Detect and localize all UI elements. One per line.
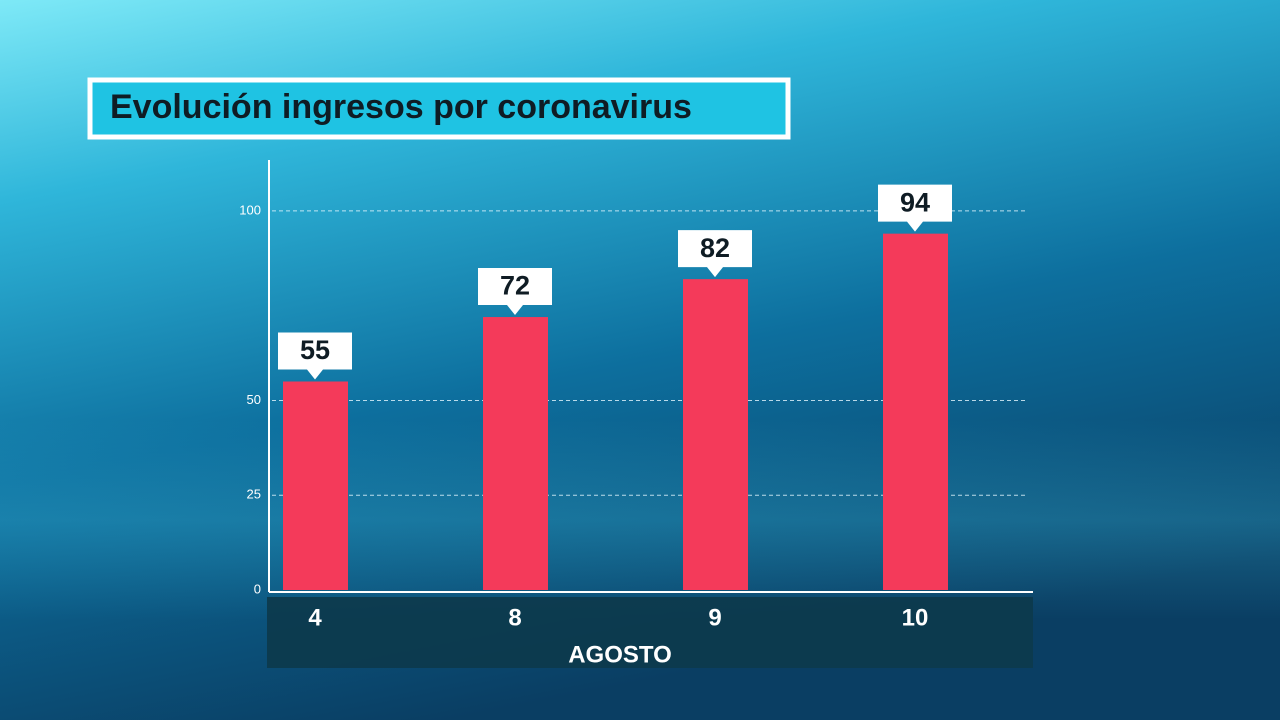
value-label: 72 xyxy=(500,271,530,301)
value-label: 94 xyxy=(900,187,930,217)
value-label-box xyxy=(478,268,552,316)
bar xyxy=(683,279,748,590)
value-label-box xyxy=(678,230,752,278)
chart-title: Evolución ingresos por coronavirus xyxy=(110,88,692,126)
x-axis-band xyxy=(267,597,1033,668)
background-glow xyxy=(0,420,1280,620)
bar xyxy=(883,233,948,590)
x-tick-label: 10 xyxy=(902,604,929,631)
y-tick-label: 100 xyxy=(239,202,261,217)
value-label: 55 xyxy=(300,335,330,365)
bar xyxy=(483,317,548,590)
value-label-box xyxy=(278,332,352,380)
y-tick-label: 25 xyxy=(247,487,261,502)
x-axis-title: AGOSTO xyxy=(568,641,672,668)
value-label-box xyxy=(878,184,952,232)
y-tick-label: 50 xyxy=(247,392,261,407)
value-label: 82 xyxy=(700,233,730,263)
bar xyxy=(283,381,348,590)
x-tick-label: 8 xyxy=(508,604,521,631)
title-box xyxy=(87,77,791,140)
x-tick-label: 4 xyxy=(308,604,322,631)
x-tick-label: 9 xyxy=(708,604,721,631)
y-tick-label: 0 xyxy=(254,581,261,596)
